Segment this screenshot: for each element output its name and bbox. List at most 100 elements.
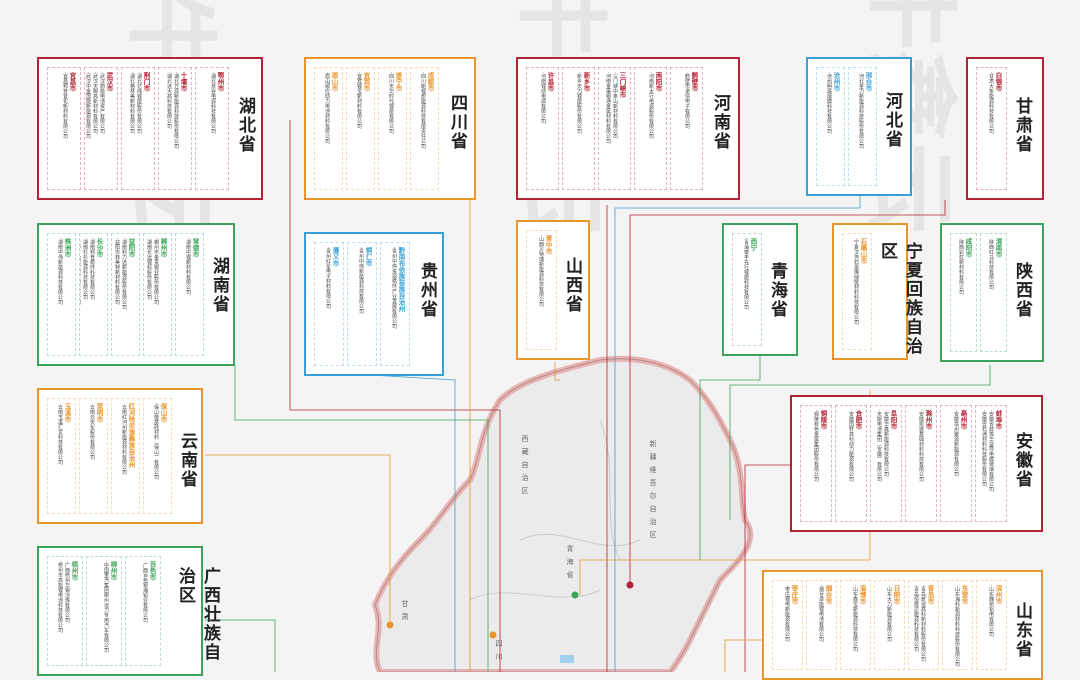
city-name: 三门峡市 [618, 72, 626, 98]
company-name: ·新乡天力锂能股份有限公司 [576, 72, 582, 134]
city-name: 遂宁市 [394, 72, 402, 92]
city-name: 许昌市 [546, 72, 554, 92]
city-column: 晋中市 ·山西贝特瑞新能源科技有限公司 [526, 230, 557, 350]
city-column: 日照市 ·山东大力新能源有限公司 [874, 580, 905, 670]
city-name: 荆门市 [142, 72, 150, 92]
company-name: ·湖南科力远新能源股份有限公司 [121, 238, 127, 310]
city-name: 邢台市 [864, 72, 872, 92]
city-column: 蚌埠市 ·安徽省蚌埠华益导电膜玻璃有限公司 ·安徽壹石通材料科技股份有限公司 [975, 405, 1007, 522]
company-name: ·安徽省蚌埠华益导电膜玻璃有限公司 [988, 410, 994, 492]
city-name: 亳州市 [959, 410, 967, 430]
city-name: 保山市 [159, 403, 167, 423]
company-name: ·山西贝特瑞新能源科技有限公司 [538, 235, 544, 307]
city-column: 淄博市 ·山东鑫宝新能源科技有限公司 [840, 580, 871, 670]
company-name: ·陕西红马科技有限公司 [988, 238, 994, 290]
city-name: 鹤壁市 [690, 72, 698, 92]
city-column: 百色市 ·广西百色银海铝业有限公司 [125, 556, 161, 666]
city-column: 阜阳市 ·安徽华鑫新能源科技有限公司 ·天能电池集团（安徽）有限公司 [870, 405, 902, 522]
province-title: 甘肃省 [1012, 97, 1032, 154]
city-column: 荆门市 ·湖北亿纬锂能股份有限公司 ·湖北格林美新材料有限公司 [121, 67, 155, 190]
province-panel: 河北省 沧州市 ·沧州明珠隔膜科技有限公司 邢台市 ·河北金力新能源科技股份有限公司 [806, 57, 912, 196]
company-name: ·四川新锂想能源科技有限责任公司 [420, 72, 426, 149]
city-column: 成都市 ·四川新锂想能源科技有限责任公司 [410, 67, 439, 190]
company-name: ·湖南中伟新能源科技有限公司 [57, 238, 63, 305]
city-column: 梧州市 ·广西梧州华锡冶炼有限公司 ·梧州市高能锂电池科技有限公司 [47, 556, 83, 666]
city-name: 淄博市 [858, 585, 866, 605]
company-name: ·铜陵有色金属集团股份有限公司 [813, 410, 819, 482]
city-name: 沧州市 [832, 72, 840, 92]
province-panel: 山西省 晋中市 ·山西贝特瑞新能源科技有限公司 [516, 220, 590, 360]
company-name: ·云南玉溪汇龙科技有限公司 [57, 403, 63, 465]
province-panel: 宁夏回族自治区 石嘴山市 ·宁夏汉尧石墨烯储能材料科技有限公司 [832, 223, 922, 360]
city-name: 十堰市 [179, 72, 187, 92]
city-column: 柳州市 ·中国重汽集团柳州运力专用汽车有限公司 [86, 556, 122, 666]
city-column: 白银市 ·甘肃大象能源科技有限公司 [976, 67, 1007, 190]
province-panel: 甘肃省 白银市 ·甘肃大象能源科技有限公司 [966, 57, 1044, 200]
province-title: 四川省 [447, 94, 467, 151]
company-name: ·湖北亿纬锂能股份有限公司 [136, 72, 142, 134]
company-name: ·保山隆基硅材料（保山）有限公司 [153, 403, 159, 480]
city-name: 西宁 [749, 238, 757, 251]
city-column: 东营市 ·山东海科新源材料科技股份有限公司 [942, 580, 973, 670]
company-name: ·甘肃大象能源科技有限公司 [988, 72, 994, 134]
company-name: ·安徽国轩高科动力能源有限公司 [848, 410, 854, 482]
province-title: 陕西省 [1012, 262, 1032, 319]
city-name: 渭南市 [994, 238, 1002, 258]
province-panel: 河南省 许昌市 ·河南锂动电源有限公司 新乡市 ·新乡天力锂能股份有限公司 三门峡市 ·三门… [516, 57, 740, 200]
city-column: 枣庄市 ·枣庄锂电新能源有限公司 [772, 580, 803, 670]
map-label: 新疆维吾尔自治区 [649, 440, 657, 544]
province-title: 安徽省 [1012, 432, 1032, 489]
city-name: 株洲市 [63, 238, 71, 258]
company-name: ·山东大力新能源有限公司 [886, 585, 892, 642]
company-name: ·贵州中伟新能源科技有限公司 [358, 247, 364, 314]
company-name: ·安徽亳州聚源新能源有限公司 [953, 410, 959, 477]
city-name: 遵义市 [331, 247, 339, 267]
city-column: 遂宁市 ·四川天华时代锂能有限公司 [378, 67, 407, 190]
city-name: 新乡市 [582, 72, 590, 92]
city-column: 沧州市 ·沧州明珠隔膜科技有限公司 [816, 67, 845, 186]
company-name: ·山东海科新源材料科技股份有限公司 [954, 585, 960, 667]
city-name: 黔南布依族苗族自治州 [397, 247, 405, 312]
province-panel: 湖北省 宜昌市 ·宜昌邦普宜化新材料有限公司 武汉市 ·武汉蔚能电池资产有限公司 ·武汉天… [37, 57, 263, 200]
city-name: 蚌埠市 [994, 410, 1002, 430]
company-name: ·益阳市菲美特新材料有限公司 [114, 238, 120, 305]
company-name: ·云南云天化股份有限公司 [89, 403, 95, 460]
company-name: ·湖北万润新能源科技股份有限公司 [173, 72, 179, 149]
province-panel: 贵州省 遵义市 ·贵州红星电子材料有限公司 铜仁市 ·贵州中伟新能源科技有限公司 黔南布依… [304, 232, 444, 376]
company-name: ·梧州市高能锂电池科技有限公司 [57, 561, 63, 633]
city-name: 烟台市 [824, 585, 832, 605]
company-name: ·中国重汽集团柳州运力专用汽车有限公司 [103, 561, 109, 653]
city-column: 鹤壁市 ·鹤壁市诺信电子有限公司 [670, 67, 703, 190]
company-name: ·青岛恒能达能源科技有限公司 [913, 585, 919, 652]
company-name: ·安徽凯盛基础材料科技有限公司 [918, 410, 924, 482]
city-column: 新乡市 ·新乡天力锂能股份有限公司 [562, 67, 595, 190]
city-column: 遵义市 ·贵州红星电子材料有限公司 [314, 242, 344, 366]
city-name: 鄂州市 [216, 72, 224, 92]
city-name: 滁州市 [924, 410, 932, 430]
company-name: ·郴州市金贵银业股份有限公司 [153, 238, 159, 305]
map-label: 青海省 [566, 545, 574, 584]
company-name: ·安徽华鑫新能源科技有限公司 [883, 410, 889, 477]
city-column: 咸阳市 ·陕西彩虹新材料有限公司 [950, 233, 977, 352]
company-name: ·安徽壹石通材料科技股份有限公司 [981, 410, 987, 487]
province-panel: 青海省 西宁 ·青海泰丰先行锂能科技有限公司 [722, 223, 798, 356]
company-name: ·贵州红星电子材料有限公司 [325, 247, 331, 309]
city-column: 黔南布依族苗族自治州 ·贵州中伟资源循环产业发展有限公司 [380, 242, 410, 366]
province-title: 宁夏回族自治区 [877, 242, 922, 356]
province-panel: 云南省 玉溪市 ·云南玉溪汇龙科技有限公司 昆明市 ·云南云天化股份有限公司 红河哈尼族彝… [37, 388, 203, 524]
province-title: 河北省 [882, 92, 902, 149]
company-name: ·湖南邦普循环科技有限公司 [89, 238, 95, 300]
city-column: 滨州市 ·山东魏桥铝电有限公司 [976, 580, 1007, 670]
city-name: 红河哈尼族彝族自治州 [127, 403, 135, 468]
company-name: ·贵州中伟资源循环产业发展有限公司 [391, 247, 397, 329]
city-column: 青岛市 ·青岛乾运高科新材料股份有限公司 ·青岛恒能达能源科技有限公司 [908, 580, 939, 670]
company-name: ·湖北京谷电源科技有限公司 [210, 72, 216, 134]
city-column: 玉溪市 ·云南玉溪汇龙科技有限公司 [47, 398, 76, 514]
city-column: 合肥市 ·安徽国轩高科动力能源有限公司 [835, 405, 867, 522]
province-panel: 四川省 眉山市 ·眉山顺应动力电池材料有限公司 宜宾市 ·宜宾锂宝新材料有限公司 遂宁市 ·… [304, 57, 476, 200]
company-name: ·陕西彩虹新材料有限公司 [958, 238, 964, 295]
city-column: 十堰市 ·湖北万润新能源科技股份有限公司 ·湖北远大高科技有限公司 [158, 67, 192, 190]
city-column: 石嘴山市 ·宁夏汉尧石墨烯储能材料科技有限公司 [842, 233, 872, 350]
city-name: 合肥市 [854, 410, 862, 430]
city-column: 眉山市 ·眉山顺应动力电池材料有限公司 [314, 67, 343, 190]
